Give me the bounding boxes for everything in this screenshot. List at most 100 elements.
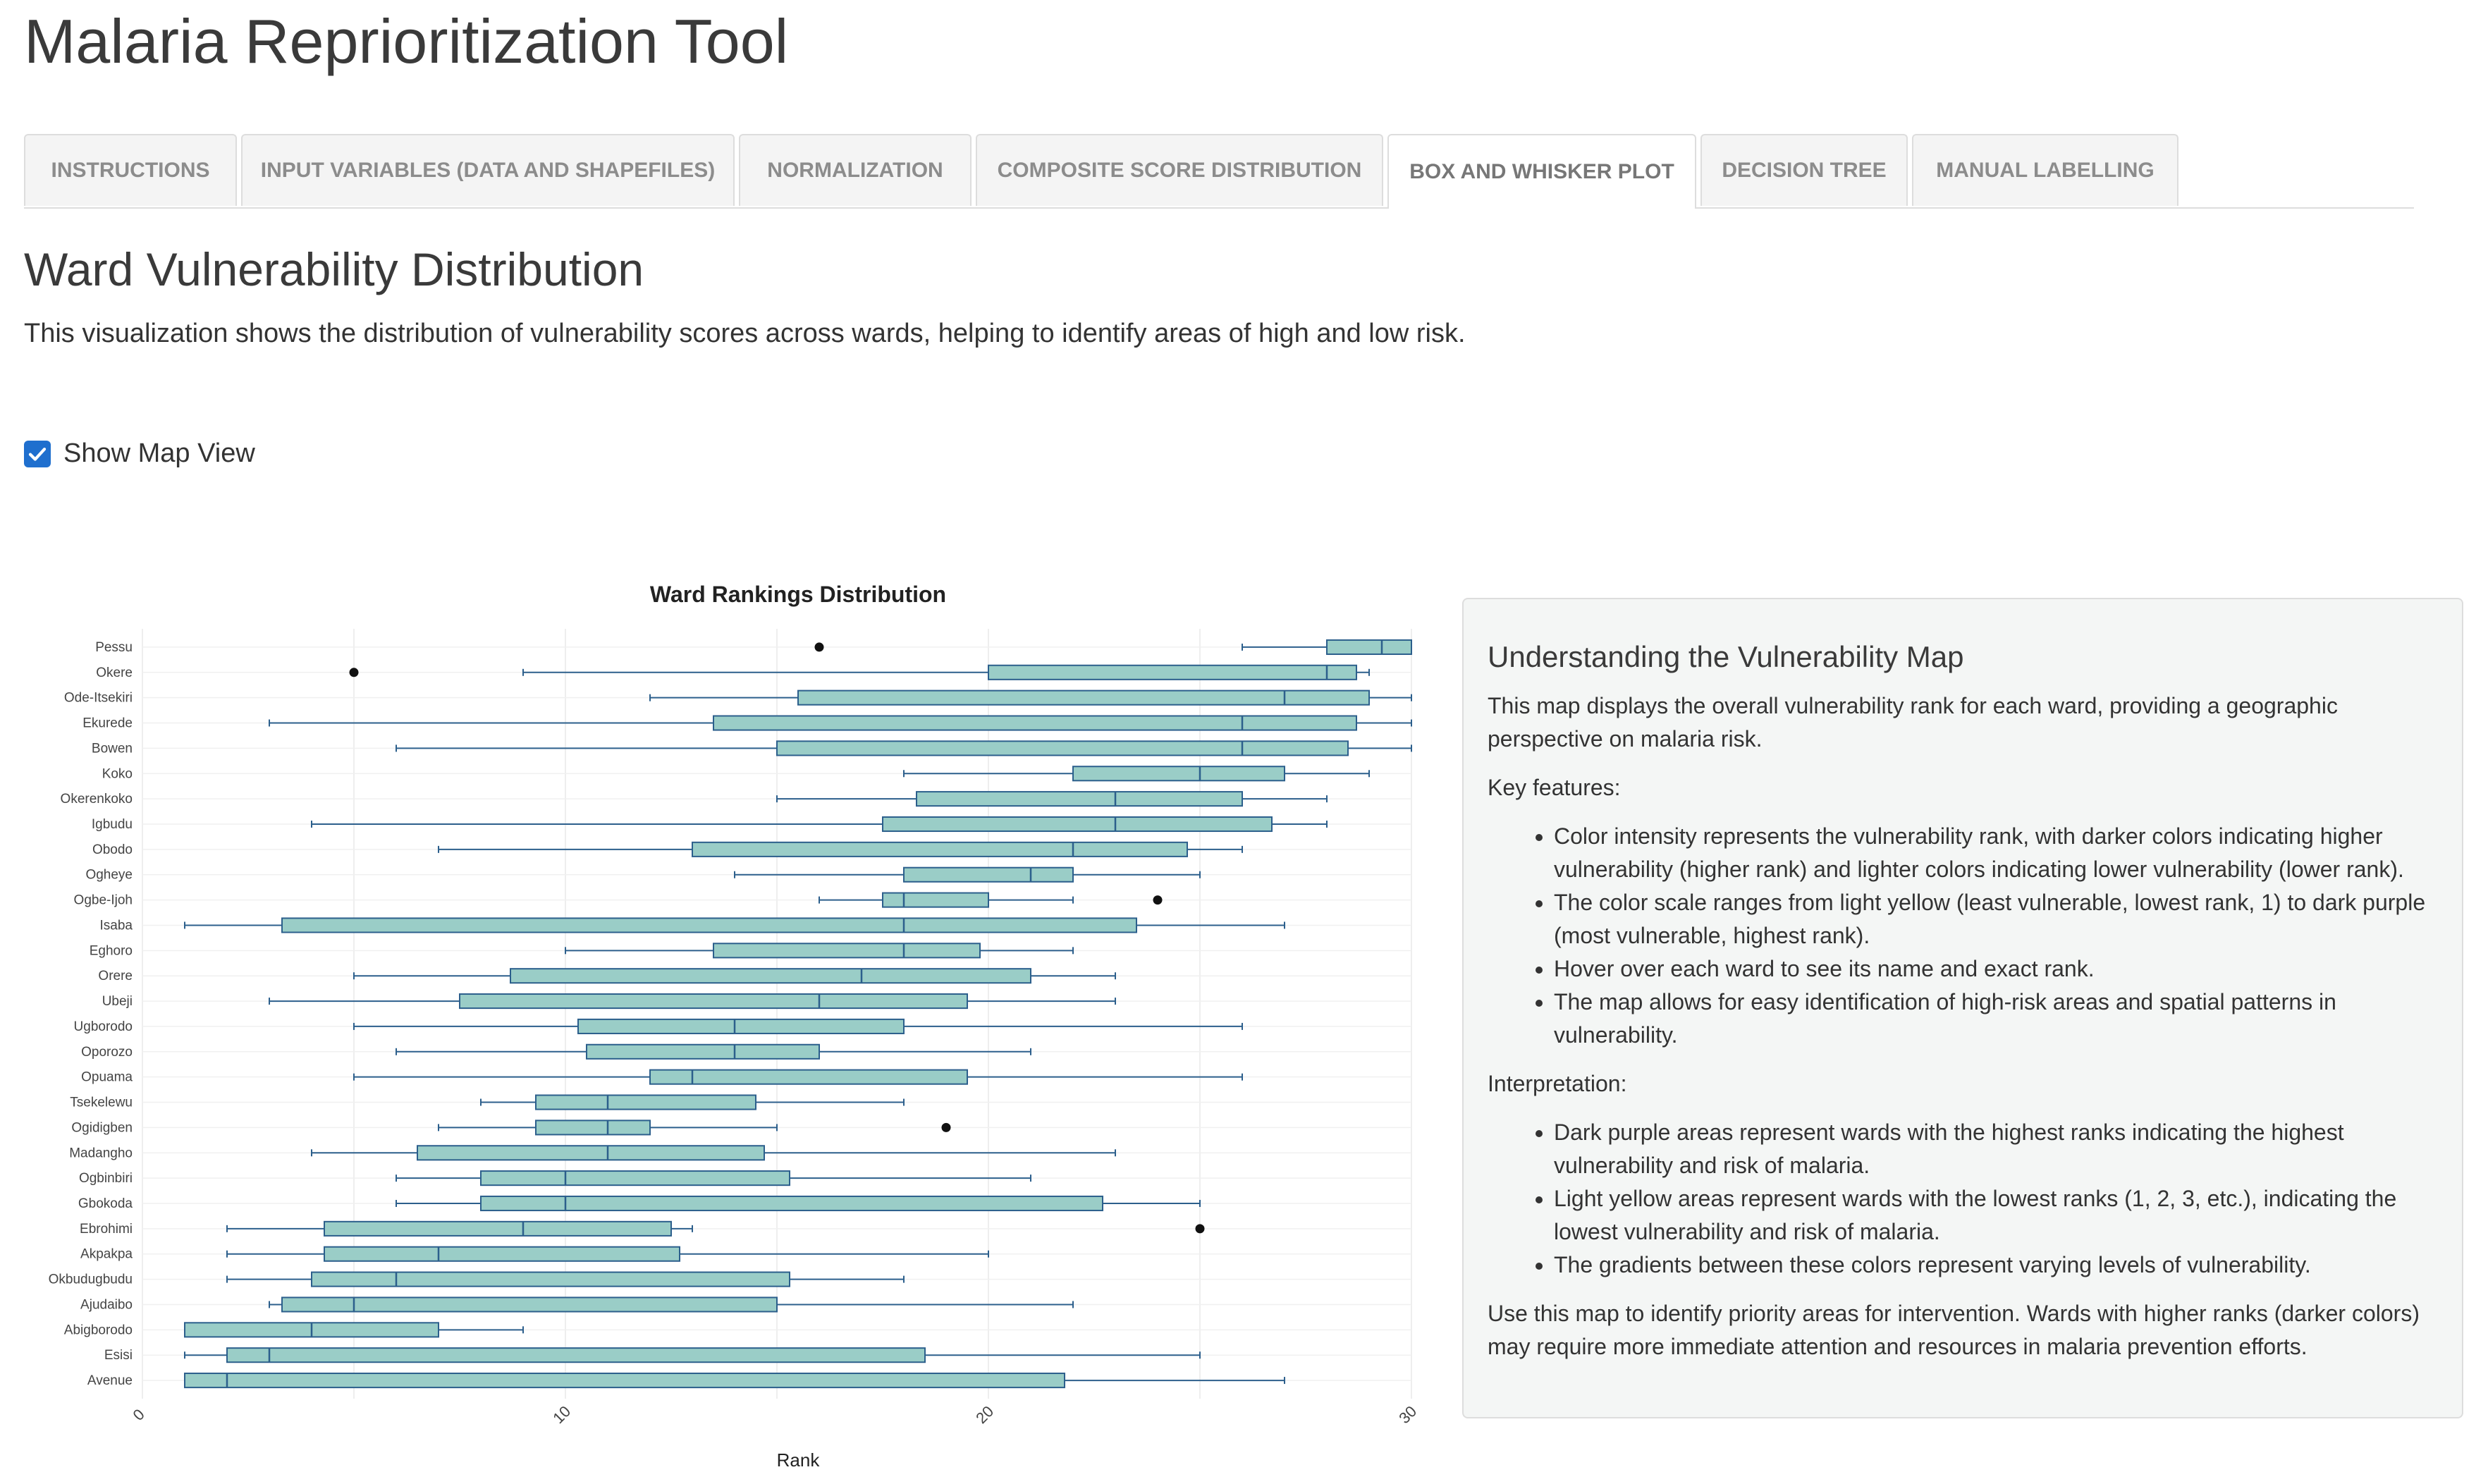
ward-label: Ugborodo <box>74 1019 133 1034</box>
iqr-box <box>797 689 1370 706</box>
tab-normalization[interactable]: NORMALIZATION <box>739 134 972 206</box>
box-gbokoda <box>396 1195 1201 1212</box>
show-map-view-toggle[interactable]: Show Map View <box>24 439 255 469</box>
ward-label: Orere <box>98 969 133 983</box>
box-ubeji <box>269 993 1116 1010</box>
app-title: Malaria Reprioritization Tool <box>24 6 789 76</box>
iqr-box <box>903 866 1074 883</box>
info-title: Understanding the Vulnerability Map <box>1488 640 1964 673</box>
ward-labels: Pessu Okere Ode-Itsekiri Ekurede Bowen Koko Ok… <box>49 640 133 1388</box>
ward-label: Avenue <box>87 1373 133 1388</box>
tab-box-and-whisker-plot[interactable]: BOX AND WHISKER PLOT <box>1387 134 1696 209</box>
box-orere <box>353 968 1116 984</box>
ward-label: Okerenkoko <box>61 792 133 807</box>
ward-label: Ubeji <box>102 994 133 1009</box>
box-ode-itsekiri <box>649 689 1412 706</box>
ward-label: Ajudaibo <box>80 1297 133 1312</box>
box-tsekelewu <box>480 1094 905 1110</box>
iqr-box <box>713 715 1357 731</box>
ward-label: Ekurede <box>82 716 133 731</box>
tab-manual-labelling[interactable]: MANUAL LABELLING <box>1912 134 2178 206</box>
tab-composite-score-distribution[interactable]: COMPOSITE SCORE DISTRIBUTION <box>976 134 1383 206</box>
iqr-box <box>586 1043 820 1060</box>
ward-label: Obodo <box>92 842 133 857</box>
vulnerability-info-panel: Understanding the Vulnerability Map This… <box>1462 598 2463 1418</box>
box-ogheye <box>734 866 1201 883</box>
box-ogbinbiri <box>396 1170 1031 1186</box>
ward-label: Bowen <box>92 741 133 756</box>
box-akpakpa <box>226 1246 989 1262</box>
iqr-box <box>577 1018 905 1034</box>
iqr-box <box>459 993 968 1010</box>
ward-label: Ogidigben <box>71 1120 133 1135</box>
box-bowen <box>396 740 1412 756</box>
iqr-box <box>324 1246 680 1262</box>
box-opuama <box>353 1069 1243 1085</box>
key-feature-item: The color scale ranges from light yellow… <box>1554 886 2438 952</box>
ward-label: Igbudu <box>92 817 133 832</box>
outlier-point <box>349 668 359 677</box>
iqr-box <box>1072 766 1285 782</box>
box-ajudaibo <box>269 1296 1074 1313</box>
box-madangho <box>311 1145 1116 1161</box>
box-igbudu <box>311 816 1328 833</box>
box-avenue <box>184 1373 1285 1389</box>
x-tick-labels: 0 10 20 30 <box>130 1402 1421 1427</box>
iqr-box <box>692 841 1188 857</box>
ward-label: Koko <box>102 766 133 781</box>
ward-label: Gbokoda <box>78 1196 133 1211</box>
iqr-box <box>281 1296 778 1313</box>
ward-label: Ode-Itsekiri <box>64 691 133 706</box>
iqr-box <box>535 1094 756 1110</box>
key-features-label: Key features: <box>1488 775 1621 800</box>
tab-decision-tree[interactable]: DECISION TREE <box>1700 134 1908 206</box>
iqr-box <box>311 1271 790 1287</box>
section-title: Ward Vulnerability Distribution <box>24 243 644 295</box>
tab-bar: INSTRUCTIONS INPUT VARIABLES (DATA AND S… <box>24 134 2414 209</box>
iqr-box <box>480 1170 790 1186</box>
key-features-list: Color intensity represents the vulnerabi… <box>1488 820 2438 1052</box>
boxes-layer <box>184 639 1412 1389</box>
ward-label: Esisi <box>104 1348 133 1363</box>
ward-label: Ebrohimi <box>80 1222 133 1237</box>
outlier-point <box>1195 1224 1205 1234</box>
ward-label: Ogheye <box>85 868 133 883</box>
box-ugborodo <box>353 1018 1243 1034</box>
iqr-box <box>535 1120 651 1136</box>
box-esisi <box>184 1347 1201 1363</box>
box-eghoro <box>565 943 1074 959</box>
interpretation-item: Dark purple areas represent wards with t… <box>1554 1116 2438 1182</box>
ward-label: Ogbinbiri <box>79 1171 133 1186</box>
box-abigborodo <box>184 1322 524 1338</box>
ward-label: Ogbe-Ijoh <box>74 893 133 908</box>
show-map-view-checkbox[interactable] <box>24 440 51 467</box>
checkmark-icon <box>28 447 47 461</box>
iqr-box <box>776 740 1349 756</box>
info-intro: This map displays the overall vulnerabil… <box>1488 693 2338 752</box>
ward-label: Akpakpa <box>80 1247 133 1262</box>
ward-label: Eghoro <box>90 943 133 958</box>
key-feature-item: Hover over each ward to see its name and… <box>1554 952 2438 986</box>
ward-label: Madangho <box>69 1146 133 1160</box>
iqr-box <box>510 968 1031 984</box>
key-feature-item: Color intensity represents the vulnerabi… <box>1554 820 2438 886</box>
section-description: This visualization shows the distributio… <box>24 319 1466 348</box>
x-axis-label: Rank <box>777 1449 821 1471</box>
ward-label: Okbudugbudu <box>49 1273 133 1287</box>
box-ogbe-ijoh <box>819 892 1163 908</box>
outlier-point <box>1153 895 1163 905</box>
iqr-box <box>988 664 1357 680</box>
tab-input-variables[interactable]: INPUT VARIABLES (DATA AND SHAPEFILES) <box>241 134 735 206</box>
ward-label: Abigborodo <box>64 1323 133 1337</box>
iqr-box <box>916 791 1243 807</box>
box-okere <box>349 664 1370 680</box>
box-plot-svg: Ward Rankings Distribution Pessu Okere Ode… <box>49 582 1421 1471</box>
ward-label: Isaba <box>100 918 133 933</box>
iqr-box <box>226 1347 926 1363</box>
interpretation-item: The gradients between these colors repre… <box>1554 1249 2438 1282</box>
info-closing: Use this map to identify priority areas … <box>1488 1301 2420 1359</box>
box-okbudugbudu <box>226 1271 905 1287</box>
tab-instructions[interactable]: INSTRUCTIONS <box>24 134 237 206</box>
iqr-box <box>713 943 981 959</box>
key-feature-item: The map allows for easy identification o… <box>1554 986 2438 1052</box>
